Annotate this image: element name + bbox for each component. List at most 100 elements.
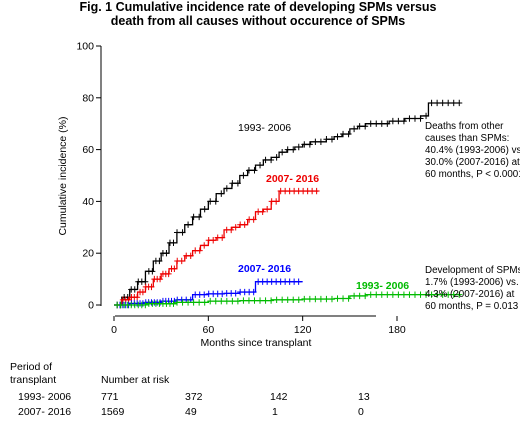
y-tick-label: 0 [88,300,94,312]
censor-mark [312,295,319,303]
censor-mark [163,250,170,257]
x-tick-label: 120 [294,324,312,336]
censor-mark [201,242,208,249]
censor-mark [165,270,172,278]
risk-table-cell: 49 [185,406,197,418]
censor-mark [201,299,208,306]
censor-mark [439,291,446,298]
spm-annotation-line: 60 months, P = 0.013 [425,301,519,312]
censor-mark [367,120,374,127]
censor-mark [378,120,385,127]
censor-mark [400,291,407,298]
censor-mark [251,167,258,174]
censor-mark [456,99,463,107]
x-axis-ticks: 0 60 120 180 [111,316,406,336]
censor-mark [373,291,380,298]
censor-mark [423,112,430,120]
censor-mark [362,292,369,300]
y-tick-label: 20 [82,248,94,260]
censor-mark [196,247,203,254]
censor-mark [157,275,164,283]
censor-mark [439,99,446,107]
risk-table-cell: 771 [101,391,119,403]
censor-mark [156,257,163,265]
risk-table: Period of transplant Number at risk 1993… [10,361,370,418]
censor-mark [218,297,225,305]
censor-mark [134,294,141,301]
censor-mark [174,299,181,306]
censor-mark [295,296,302,304]
censor-mark [284,146,291,153]
curve-label-red-2007-2016: 2007- 2016 [266,173,319,185]
censor-mark [356,123,363,130]
censor-mark [170,300,177,307]
censor-mark [395,291,402,298]
censor-mark [423,291,430,298]
censor-mark [456,291,463,298]
censor-mark [179,299,186,306]
x-tick-label: 180 [388,324,406,336]
y-tick-label: 40 [82,196,94,208]
censor-mark [373,120,380,127]
censor-mark [328,295,335,303]
censor-mark [185,221,192,228]
censor-mark [262,297,269,304]
censor-mark [356,292,363,300]
censor-mark [131,286,138,293]
risk-table-cell: 1569 [101,406,125,418]
censor-mark [273,198,280,205]
censor-mark [301,295,308,303]
censor-mark [340,130,347,138]
death-annotation-line: 40.4% (1993-2006) vs. [425,145,520,156]
curve-label-green-1993-2006: 1993- 2006 [356,280,409,292]
censor-mark [179,229,186,236]
censor-mark [234,297,241,305]
censor-mark [245,297,252,304]
censor-mark [259,208,266,215]
death-annotation-line: Deaths from other [425,121,504,132]
censor-mark [334,295,341,302]
censor-mark [190,213,197,221]
censor-mark [312,138,319,146]
censor-mark [400,117,407,125]
censor-mark [223,185,230,192]
x-axis: 0 60 120 180 Months since transplant [111,315,406,349]
censor-mark [139,288,146,296]
censor-mark [170,239,177,247]
censor-mark [301,141,308,148]
censor-mark [219,234,226,241]
risk-table-cell: 372 [185,391,203,403]
censor-mark [273,296,280,304]
y-axis: 0 20 40 60 80 100 Cumulative incidence (%) [57,41,102,312]
plot-curves [114,99,463,309]
censor-mark [306,141,313,148]
censor-mark [268,156,275,164]
death-annotation-line: causes than SPMs: [425,133,509,144]
censor-mark [212,198,219,205]
censor-mark [196,299,203,306]
censor-mark [190,299,197,306]
censor-mark [229,297,236,305]
censor-mark [149,268,156,275]
risk-table-cell: 1 [272,406,278,418]
death-annotation: Deaths from other causes than SPMs: 40.4… [425,121,520,180]
series-line-death-1 [114,190,319,306]
censor-mark [148,283,155,291]
censor-mark [178,257,185,265]
y-tick-label: 100 [76,41,94,53]
censor-mark [340,295,347,302]
risk-table-number-header: Number at risk [101,374,170,386]
censor-mark [406,115,413,122]
censor-mark [290,146,297,153]
death-annotation-line: 30.0% (2007-2016) at [425,157,520,168]
spm-annotation: Development of SPMs: 1.7% (1993-2006) vs… [425,265,520,312]
censor-mark [428,291,435,298]
x-axis-label: Months since transplant [201,337,312,349]
censor-mark [362,123,369,130]
censor-mark [234,180,241,187]
censor-mark [240,297,247,304]
censor-mark [290,296,297,304]
censor-mark [279,296,286,304]
censor-mark [251,297,258,304]
